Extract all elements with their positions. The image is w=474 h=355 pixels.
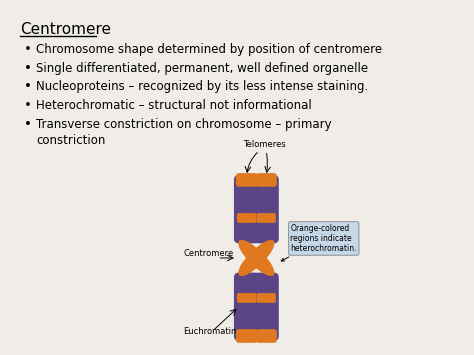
Text: Euchromatin: Euchromatin: [183, 327, 237, 335]
Text: Transverse constriction on chromosome – primary
constriction: Transverse constriction on chromosome – …: [36, 118, 332, 147]
FancyBboxPatch shape: [255, 329, 277, 343]
FancyBboxPatch shape: [236, 173, 257, 187]
Text: •: •: [24, 43, 32, 56]
FancyBboxPatch shape: [255, 173, 277, 187]
Text: Nucleoproteins – recognized by its less intense staining.: Nucleoproteins – recognized by its less …: [36, 81, 368, 93]
Ellipse shape: [238, 240, 274, 276]
Ellipse shape: [238, 240, 274, 276]
Text: •: •: [24, 118, 32, 131]
Text: •: •: [24, 99, 32, 112]
Text: Telomeres: Telomeres: [243, 140, 285, 149]
Text: Heterochromatic – structural not informational: Heterochromatic – structural not informa…: [36, 99, 312, 112]
FancyBboxPatch shape: [236, 329, 257, 343]
FancyBboxPatch shape: [237, 293, 256, 303]
Ellipse shape: [247, 249, 265, 267]
Text: Single differentiated, permanent, well defined organelle: Single differentiated, permanent, well d…: [36, 62, 368, 75]
FancyBboxPatch shape: [254, 175, 279, 243]
FancyBboxPatch shape: [234, 273, 259, 341]
FancyBboxPatch shape: [237, 213, 256, 223]
FancyBboxPatch shape: [254, 273, 279, 341]
Text: •: •: [24, 81, 32, 93]
FancyBboxPatch shape: [256, 213, 276, 223]
Text: •: •: [24, 62, 32, 75]
Text: Centromere: Centromere: [183, 248, 234, 258]
Text: Centromere: Centromere: [20, 22, 111, 37]
FancyBboxPatch shape: [234, 175, 259, 243]
Text: Orange-colored
regions indicate
heterochromatin.: Orange-colored regions indicate heteroch…: [281, 224, 357, 261]
FancyBboxPatch shape: [256, 293, 276, 303]
Text: Chromosome shape determined by position of centromere: Chromosome shape determined by position …: [36, 43, 382, 56]
